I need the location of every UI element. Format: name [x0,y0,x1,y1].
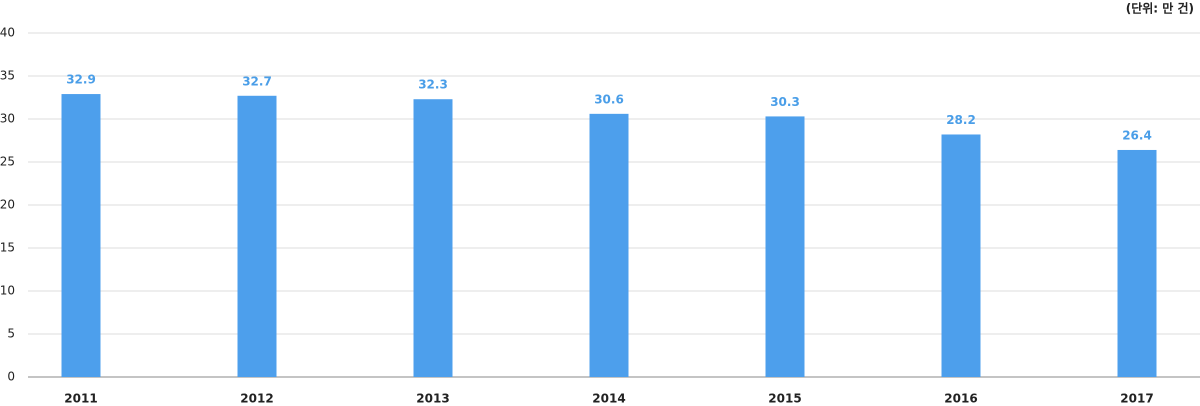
y-tick-label: 10 [0,284,15,298]
bar [413,99,453,377]
x-tick-label: 2011 [64,392,97,406]
x-tick-label: 2014 [592,392,625,406]
x-tick-label: 2015 [768,392,801,406]
y-tick-label: 5 [7,327,15,341]
value-label: 32.9 [66,73,96,87]
x-tick-label: 2013 [416,392,449,406]
bar [237,95,277,377]
bar [1117,149,1157,377]
y-tick-label: 35 [0,69,15,83]
value-label: 32.7 [242,74,272,88]
bar [765,116,805,378]
y-tick-label: 20 [0,198,15,212]
y-tick-label: 40 [0,26,15,40]
value-label: 30.3 [770,95,800,109]
y-tick-label: 15 [0,241,15,255]
y-tick-label: 25 [0,155,15,169]
unit-label: (단위: 만 건) [1126,1,1194,16]
x-tick-label: 2016 [944,392,977,406]
x-tick-label: 2012 [240,392,273,406]
bar [61,94,101,377]
x-tick-label: 2017 [1120,392,1153,406]
y-tick-label: 0 [7,370,15,384]
value-label: 32.3 [418,78,448,92]
y-tick-label: 30 [0,112,15,126]
bar [941,134,981,377]
value-label: 28.2 [946,113,976,127]
bar [589,113,629,377]
value-label: 30.6 [594,92,624,106]
value-label: 26.4 [1122,128,1152,142]
